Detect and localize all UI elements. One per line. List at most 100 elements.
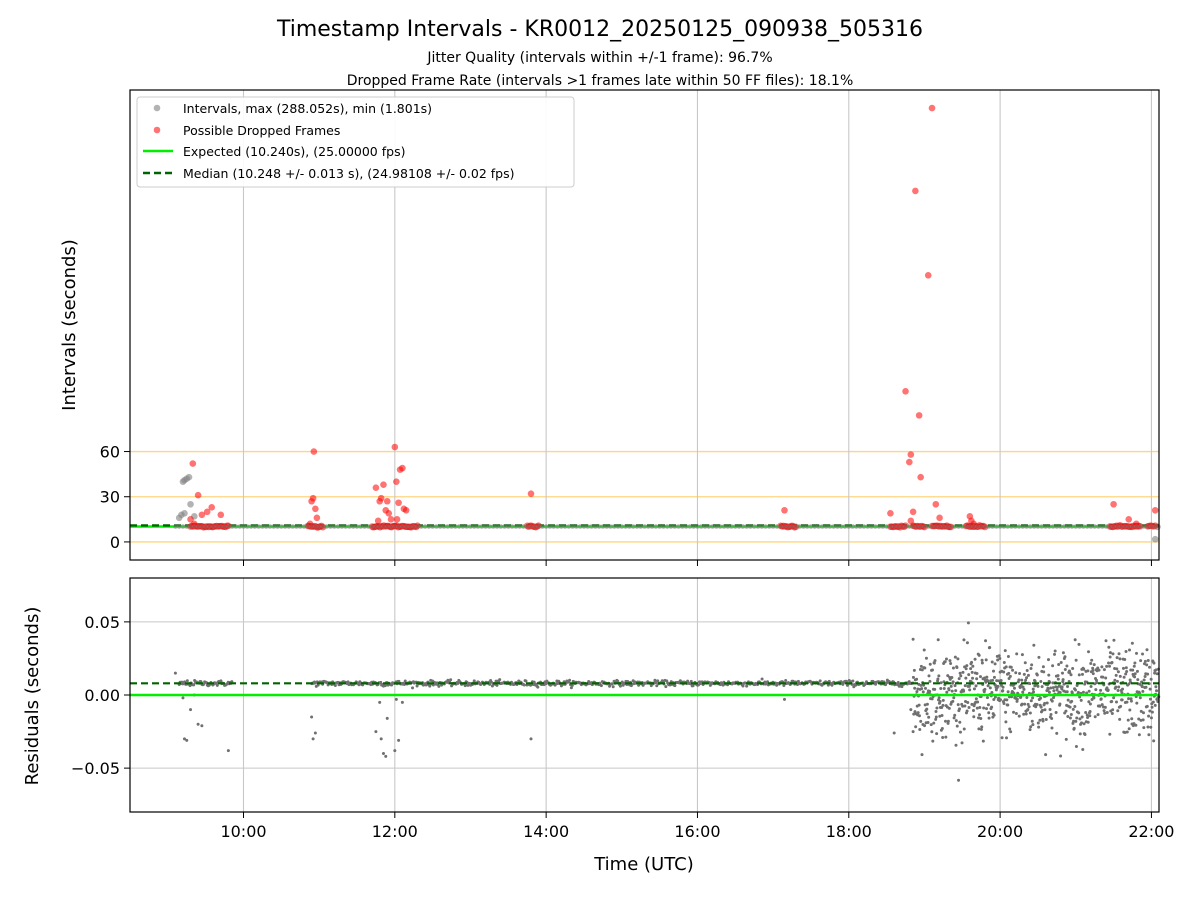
residual-point: [854, 683, 858, 687]
dropped-frame-point: [1110, 500, 1117, 508]
residual-point: [941, 698, 945, 702]
residual-point: [1132, 664, 1136, 668]
residual-point: [924, 656, 928, 660]
interval-point: [592, 524, 598, 529]
residual-point: [1133, 672, 1137, 676]
interval-point: [729, 524, 734, 529]
residual-point: [987, 711, 991, 715]
residual-point: [1148, 687, 1152, 691]
residual-point: [818, 679, 822, 683]
residual-point: [1049, 686, 1053, 690]
residual-point: [310, 715, 314, 719]
residual-point: [1116, 709, 1120, 713]
residual-point: [1032, 643, 1036, 647]
interval-point: [464, 524, 470, 529]
legend-label-median: Median (10.248 +/- 0.013 s), (24.98108 +…: [183, 166, 514, 181]
interval-point: [532, 524, 538, 529]
interval-point: [608, 524, 613, 529]
interval-point: [320, 524, 326, 529]
residual-point: [938, 699, 942, 703]
interval-point: [869, 524, 874, 529]
interval-point: [392, 524, 398, 529]
residual-point: [185, 738, 189, 742]
interval-point: [589, 524, 594, 529]
interval-point: [574, 524, 579, 529]
residual-point: [185, 679, 189, 683]
interval-point: [778, 524, 784, 529]
residual-point: [964, 667, 968, 671]
residual-point: [1084, 710, 1088, 714]
residual-point: [928, 689, 932, 693]
residual-point: [1094, 688, 1098, 692]
interval-point: [185, 473, 193, 481]
residual-point: [599, 684, 603, 688]
residual-point: [970, 702, 974, 706]
residual-point: [1055, 688, 1059, 692]
interval-point: [721, 524, 727, 529]
residual-point: [1069, 712, 1073, 716]
residual-point: [400, 700, 404, 704]
residual-point: [524, 679, 528, 683]
interval-point: [774, 524, 780, 529]
residual-point: [1050, 699, 1054, 703]
interval-point: [502, 524, 507, 529]
legend-label-expected: Expected (10.240s), (25.00000 fps): [183, 144, 405, 159]
residual-point: [1091, 672, 1095, 676]
interval-point: [222, 524, 227, 529]
residual-point: [971, 709, 975, 713]
residual-point: [1146, 725, 1150, 729]
residual-point: [1111, 708, 1115, 712]
residual-point: [1088, 714, 1092, 718]
residual-point: [912, 712, 916, 716]
residual-point: [782, 697, 786, 701]
residual-point: [955, 665, 959, 669]
residual-point: [1155, 672, 1159, 676]
interval-point: [486, 524, 492, 529]
residual-point: [1070, 699, 1074, 703]
residual-point: [990, 691, 994, 695]
residual-point: [215, 683, 219, 687]
residual-point: [1118, 674, 1122, 678]
interval-point: [744, 524, 750, 529]
residual-point: [993, 695, 997, 699]
interval-point: [256, 524, 262, 529]
interval-point: [184, 524, 190, 529]
residual-point: [974, 697, 978, 701]
residual-point: [952, 716, 956, 720]
residual-point: [946, 719, 950, 723]
interval-point: [623, 524, 628, 529]
interval-point: [229, 524, 235, 529]
residual-point: [1007, 671, 1011, 675]
residual-point: [923, 686, 927, 690]
interval-point: [1016, 524, 1022, 529]
interval-point: [929, 524, 935, 529]
residual-point: [965, 664, 969, 668]
interval-point: [399, 524, 405, 529]
residual-point: [920, 687, 924, 691]
interval-point: [312, 524, 318, 529]
residual-point: [173, 671, 177, 675]
residual-point: [934, 715, 938, 719]
residual-point: [1039, 705, 1043, 709]
residual-point: [925, 707, 929, 711]
interval-point: [494, 524, 500, 529]
residual-point: [1135, 669, 1139, 673]
dropped-frame-point: [198, 511, 206, 519]
interval-point: [1058, 524, 1064, 529]
interval-point: [782, 524, 787, 529]
interval-point: [415, 524, 420, 529]
residual-point: [1001, 685, 1005, 689]
residual-point: [1143, 674, 1147, 678]
legend-label-intervals: Intervals, max (288.052s), min (1.801s): [183, 101, 432, 116]
interval-point: [789, 524, 795, 529]
residual-point: [1096, 713, 1100, 717]
residual-point: [1048, 708, 1052, 712]
residual-point: [1134, 723, 1138, 727]
interval-point: [191, 524, 197, 529]
residual-point: [1121, 666, 1125, 670]
residual-point: [927, 674, 931, 678]
residual-point: [1115, 656, 1119, 660]
residual-point: [415, 684, 419, 688]
interval-point: [498, 524, 504, 529]
interval-point: [1149, 524, 1154, 529]
